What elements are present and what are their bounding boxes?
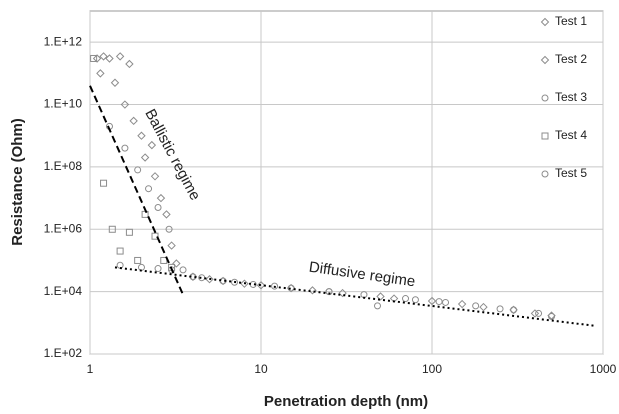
scatter-point <box>165 225 173 233</box>
scatter-point <box>90 54 98 62</box>
y-tick-label: 1.E+08 <box>44 159 83 173</box>
scatter-point <box>472 302 480 310</box>
scatter-point <box>121 144 129 152</box>
y-tick-label: 1.E+12 <box>44 34 83 48</box>
scatter-point <box>435 298 443 306</box>
scatter-point <box>256 281 266 290</box>
scatter-point <box>154 203 162 211</box>
scatter-point <box>116 247 124 255</box>
scatter-point <box>140 153 150 162</box>
x-tick-label: 10 <box>254 362 268 376</box>
scatter-point <box>115 52 125 61</box>
x-tick-label: 1000 <box>590 362 617 376</box>
scatter-point <box>510 306 518 314</box>
scatter-point <box>442 298 450 306</box>
scatter-point <box>479 302 488 312</box>
y-tick-label: 1.E+04 <box>44 284 83 298</box>
scatter-point <box>535 309 543 317</box>
legend-label: Test 2 <box>555 52 587 66</box>
scatter-point <box>134 166 142 174</box>
scatter-point <box>156 193 166 203</box>
scatter-point <box>100 179 108 187</box>
scatter-point <box>150 172 160 181</box>
legend-marker <box>540 17 550 27</box>
scatter-point <box>145 185 153 193</box>
scatter-point <box>427 296 437 306</box>
plot-area <box>89 10 604 355</box>
scatter-point <box>154 265 162 273</box>
scatter-point <box>271 282 279 290</box>
scatter-point <box>125 228 133 236</box>
y-tick-label: 1.E+10 <box>44 97 83 111</box>
scatter-point <box>205 275 214 284</box>
scatter-point <box>137 131 146 140</box>
scatter-point <box>120 100 130 109</box>
fit-line <box>89 85 184 296</box>
scatter-point <box>105 54 114 63</box>
x-axis-label: Penetration depth (nm) <box>264 393 428 410</box>
y-tick-label: 1.E+06 <box>44 221 83 235</box>
scatter-point <box>179 266 187 274</box>
x-tick-label: 100 <box>422 362 442 376</box>
legend-label: Test 5 <box>555 166 587 180</box>
fit-line <box>114 266 596 327</box>
scatter-point <box>338 288 347 298</box>
scatter-point <box>147 140 157 150</box>
scatter-point <box>129 116 138 126</box>
scatter-point <box>496 305 504 313</box>
scatter-point <box>162 210 171 219</box>
scatter-point <box>172 259 181 268</box>
scatter-point <box>530 309 540 318</box>
scatter-point <box>308 286 317 295</box>
legend-marker <box>541 94 549 102</box>
scatter-point <box>96 69 105 78</box>
legend-label: Test 4 <box>555 128 587 142</box>
legend-marker <box>541 170 549 178</box>
legend-marker <box>541 132 549 140</box>
scatter-point <box>325 288 333 296</box>
legend-label: Test 3 <box>555 90 587 104</box>
scatter-point <box>99 52 108 61</box>
scatter-point <box>167 241 176 250</box>
x-tick-label: 1 <box>87 362 94 376</box>
scatter-point <box>457 299 467 309</box>
scatter-point <box>402 295 410 303</box>
y-axis-label: Resistance (Ohm) <box>9 118 26 246</box>
scatter-point <box>373 302 381 310</box>
scatter-point <box>411 296 419 304</box>
scatter-point <box>125 59 134 69</box>
scatter-point <box>134 256 142 264</box>
scatter-point <box>108 225 116 233</box>
legend-marker <box>540 55 550 65</box>
y-tick-label: 1.E+02 <box>44 346 83 360</box>
scatter-point <box>287 284 295 292</box>
scatter-point <box>240 279 249 288</box>
scatter-point <box>548 312 556 320</box>
scatter-point <box>376 292 385 301</box>
legend-label: Test 1 <box>555 14 587 28</box>
scatter-point <box>231 278 239 286</box>
scatter-point <box>110 78 120 87</box>
